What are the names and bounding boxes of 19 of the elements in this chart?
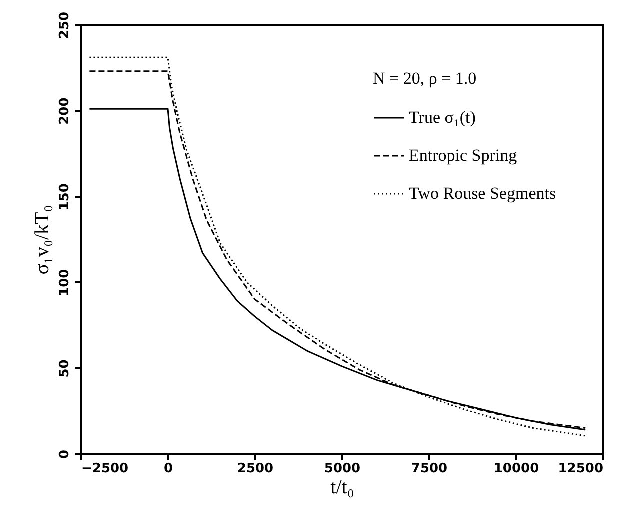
- legend-label: Entropic Spring: [409, 146, 518, 165]
- y-tick-label: 100: [58, 269, 72, 296]
- x-tick-label: −2500: [82, 462, 129, 476]
- x-tick-label: 5000: [324, 462, 361, 476]
- x-tick-label: 0: [164, 462, 174, 476]
- y-tick-label: 250: [58, 12, 72, 40]
- y-axis-title: σ₁v₀/kT₀: [32, 205, 54, 275]
- y-tick-label: 200: [58, 98, 72, 125]
- legend-title: N = 20, ρ = 1.0: [373, 69, 477, 88]
- x-tick-label: 10000: [494, 462, 540, 476]
- y-tick-label: 150: [58, 184, 72, 211]
- y-tick-label: 50: [58, 360, 72, 378]
- legend-label: True σ₁(t): [409, 108, 476, 127]
- x-axis-title: t/t₀: [330, 476, 354, 498]
- x-tick-label: 2500: [237, 462, 274, 476]
- y-tick-label: 0: [58, 450, 72, 460]
- x-tick-label: 7500: [411, 462, 448, 476]
- legend-label: Two Rouse Segments: [409, 184, 556, 203]
- x-tick-label: 12500: [558, 462, 604, 476]
